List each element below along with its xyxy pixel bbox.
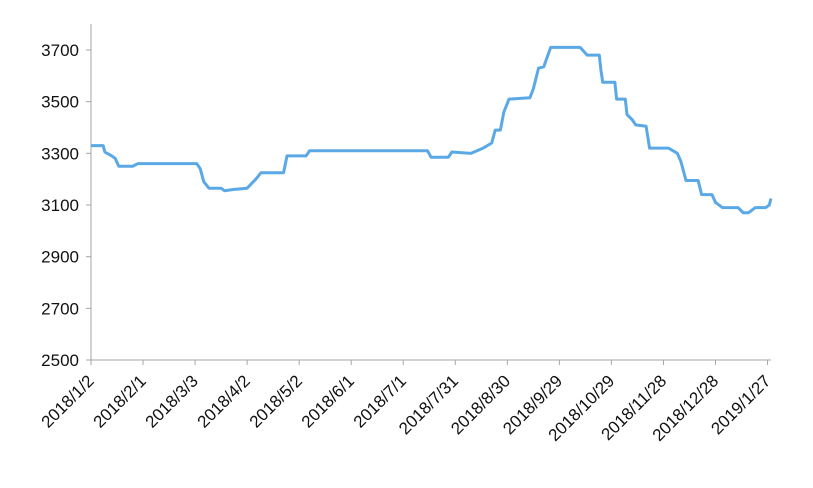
y-tick-label: 2700 — [41, 299, 79, 318]
x-tick-label: 2018/5/2 — [246, 371, 306, 431]
x-tick-label: 2018/1/2 — [38, 371, 98, 431]
x-tick-label: 2018/2/1 — [90, 371, 150, 431]
y-tick-label: 3700 — [41, 41, 79, 60]
x-tick-label: 2018/4/2 — [194, 371, 254, 431]
y-tick-label: 3300 — [41, 144, 79, 163]
x-tick-label: 2018/3/3 — [142, 371, 202, 431]
y-tick-label: 2500 — [41, 351, 79, 370]
data-line — [91, 45, 773, 215]
y-tick-label: 3500 — [41, 93, 79, 112]
y-tick-label: 3100 — [41, 196, 79, 215]
x-tick-label: 2018/6/1 — [298, 371, 358, 431]
y-tick-label: 2900 — [41, 248, 79, 267]
